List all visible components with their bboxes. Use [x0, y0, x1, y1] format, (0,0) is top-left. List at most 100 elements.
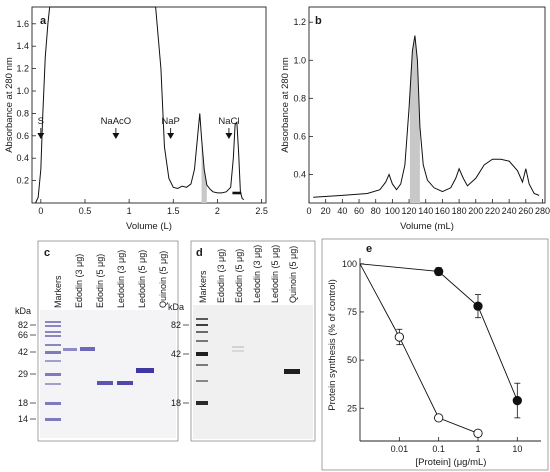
panel-a-arrow-head [225, 133, 233, 139]
panel-a-annotation: S [38, 116, 44, 127]
gel-d-mw-label: 82 [171, 320, 181, 330]
gel-d-lane-label: Edodin (5 μg) [234, 249, 244, 303]
panel-e-x-tick-label: 0.1 [432, 444, 445, 454]
panel-b-frame [308, 6, 546, 204]
panel-a-x-tick-label: 1 [127, 206, 132, 216]
gel-d-bands [196, 318, 300, 405]
panel-a-annotation: NaP [161, 116, 179, 127]
gel-c-lane-label: Markers [53, 275, 63, 308]
panel-b-x-tick-label: 100 [385, 206, 400, 216]
panel-a-x-tick-label: 0 [38, 206, 43, 216]
gel-d-lane-label: Quinoin (5 μg) [288, 246, 298, 303]
panel-b-y-tick-label: 0.8 [293, 93, 306, 103]
panel-a-y-tick-label: 1.2 [16, 64, 29, 74]
gel-d-lane-labels: Markers Edodin (3 μg) Edodin (5 μg) Ledo… [198, 245, 298, 303]
panel-b-shaded-fraction [409, 35, 420, 204]
gel-d-mw-label: 18 [171, 398, 181, 408]
panel-a-frame [31, 6, 267, 204]
panel-b-x-title: Volume (mL) [400, 221, 454, 232]
panel-b-x-tick-label: 240 [502, 206, 517, 216]
gel-band [45, 373, 61, 376]
panel-a-x-tick-label: 1.5 [167, 206, 180, 216]
panel-e-y-tick-label: 75 [347, 307, 357, 317]
panel-b-y-tick-label: 1.0 [293, 55, 306, 65]
panel-a-trace-line [35, 6, 245, 204]
panel-e-data-point [434, 266, 444, 277]
gel-c-mw-label: 42 [18, 347, 28, 357]
gel-c-mw-ticks [30, 324, 36, 420]
gel-band [232, 346, 244, 348]
panel-a-annotation: NaAcO [101, 116, 132, 127]
panel-e-y-ticks: 25 50 75 100 [342, 259, 364, 413]
gel-band [80, 347, 95, 351]
panel-d-label: d [196, 247, 203, 259]
panel-a-annotations: S NaAcO NaP NaCl [37, 116, 239, 139]
panel-a-arrow-head [167, 133, 175, 139]
panel-a-arrow-head [112, 133, 120, 139]
gel-d-lane-label: Edodin (3 μg) [216, 249, 226, 303]
gel-c-mw-label: 66 [18, 330, 28, 340]
panel-c: c Markers Edodin (3 μg) Edodin (5 μg) Le… [15, 240, 179, 442]
panel-b-x-tick-label: 80 [371, 206, 381, 216]
gel-band [196, 352, 208, 356]
gel-band [45, 335, 61, 337]
gel-band [196, 401, 208, 405]
gel-band [45, 321, 61, 323]
gel-band [196, 324, 208, 326]
gel-c-lane-label: Edodin (5 μg) [95, 254, 105, 308]
panel-a-annotation: NaCl [218, 116, 239, 127]
panel-e-data-point [434, 413, 444, 423]
panel-b-x-tick-label: 140 [418, 206, 433, 216]
panel-b-y-tick-label: 0.6 [293, 131, 306, 141]
panel-b-trace [313, 35, 540, 204]
gel-band [45, 402, 61, 405]
panel-e-y-tick-label: 100 [342, 259, 357, 269]
panel-b-x-tick-label: 180 [452, 206, 467, 216]
panel-a-y-tick-label: 1.0 [16, 86, 29, 96]
gel-band [45, 344, 61, 346]
panel-b-label: b [315, 15, 322, 27]
gel-c-lane-label: Quinoin (5 μg) [158, 251, 168, 308]
panel-b-x-ticks: 0 20 40 60 80 100 120 140 160 180 200 220 240 260 280 [306, 199, 550, 216]
panel-b-x-tick-label: 40 [337, 206, 347, 216]
panel-b-x-tick-label: 0 [306, 206, 311, 216]
gel-band [136, 368, 154, 373]
panel-a-y-tick-label: 0.4 [16, 153, 29, 163]
panel-a-x-ticks: 0 0.5 1 1.5 2 2.5 [38, 199, 268, 216]
panel-a-y-ticks: 0.2 0.4 0.6 0.8 1.0 1.2 1.4 1.6 [16, 19, 36, 186]
gel-c-lane-label: Ledodin (5 μg) [137, 250, 147, 308]
panel-e-x-tick-label: 1 [475, 444, 480, 454]
panel-b-x-tick-label: 280 [535, 206, 550, 216]
gel-band [196, 380, 208, 382]
panel-a-x-tick-label: 2.5 [255, 206, 268, 216]
gel-band [284, 369, 300, 374]
panel-a-x-tick-label: 0.5 [79, 206, 92, 216]
panel-b-x-tick-label: 120 [402, 206, 417, 216]
panel-b-y-tick-label: 1.2 [293, 17, 306, 27]
gel-d-unit: kDa [168, 302, 184, 312]
gel-band [45, 418, 61, 421]
gel-band [196, 340, 208, 342]
gel-d-lane-label: Markers [198, 270, 208, 303]
panel-e-series-line [359, 263, 518, 401]
panel-b-y-title: Absorbance at 280 nm [280, 57, 291, 153]
gel-d-lane-label: Ledodin (5 μg) [270, 245, 280, 303]
panel-a-trace [35, 6, 245, 204]
gel-band [117, 381, 133, 385]
gel-c-lane-label: Edodin (3 μg) [74, 254, 84, 308]
panel-a-x-title: Volume (L) [126, 221, 172, 232]
gel-c-bands [45, 321, 154, 421]
panel-a-y-tick-label: 1.6 [16, 19, 29, 29]
gel-band [196, 364, 208, 366]
panel-b-x-tick-label: 160 [435, 206, 450, 216]
gel-c-mw-label: 82 [18, 320, 28, 330]
panel-e-series [359, 263, 522, 438]
panel-c-label: c [44, 247, 50, 259]
panel-a-arrow-head [37, 133, 45, 139]
panel-e-data-point [512, 395, 522, 406]
gel-c-mw-labels: 82 66 42 29 18 14 [18, 320, 28, 424]
panel-e-y-tick-label: 50 [347, 355, 357, 365]
panel-a-y-tick-label: 0.2 [16, 176, 29, 186]
panel-e-x-tick-label: 0.01 [391, 444, 409, 454]
gel-c-lane-labels: Markers Edodin (3 μg) Edodin (5 μg) Ledo… [53, 250, 168, 308]
